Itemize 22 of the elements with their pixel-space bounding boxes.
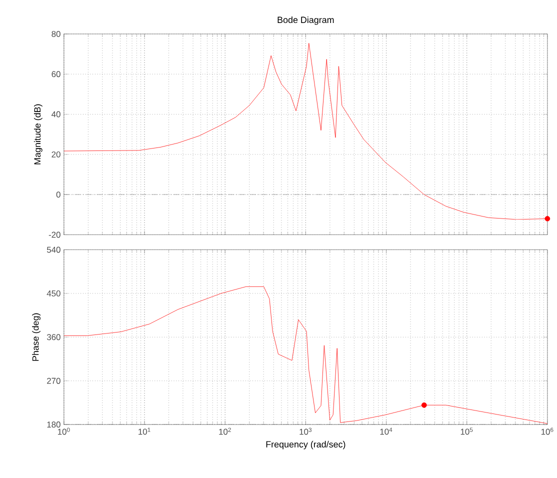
x-axis-title: Frequency (rad/sec): [266, 440, 346, 450]
y-tick-label: 20: [52, 151, 60, 158]
x-tick-label: 10$^{5}$: [460, 427, 473, 434]
x-tick-label: 10$^{0}$: [58, 427, 70, 435]
y-tick-label: 0: [56, 191, 60, 198]
x-tick-label: 10$^{1}$: [138, 427, 150, 434]
y-tick-label: 270: [47, 378, 60, 384]
y-axis-title: Phase (deg): [32, 313, 40, 361]
x-tick-label: 10$^{4}$: [380, 427, 392, 434]
y-tick-label: 180: [47, 421, 60, 428]
x-tick-label: 10$^{3}$: [300, 427, 312, 435]
y-axis-title: Magnitude (dB): [34, 104, 42, 164]
y-tick-label: 540: [46, 246, 60, 252]
y-tick-label: 60: [52, 70, 60, 77]
y-tick-label: 360: [46, 334, 60, 340]
y-tick-label: 450: [46, 290, 60, 296]
x-tick-label: 10$^{2}$: [219, 427, 231, 435]
x-tick-label: 10$^{6}$: [541, 427, 554, 435]
y-tick-label: 40: [52, 111, 60, 118]
chart-title: Bode Diagram: [278, 16, 334, 25]
y-tick-label: 80: [52, 30, 60, 37]
y-tick-label: -20: [48, 232, 60, 238]
